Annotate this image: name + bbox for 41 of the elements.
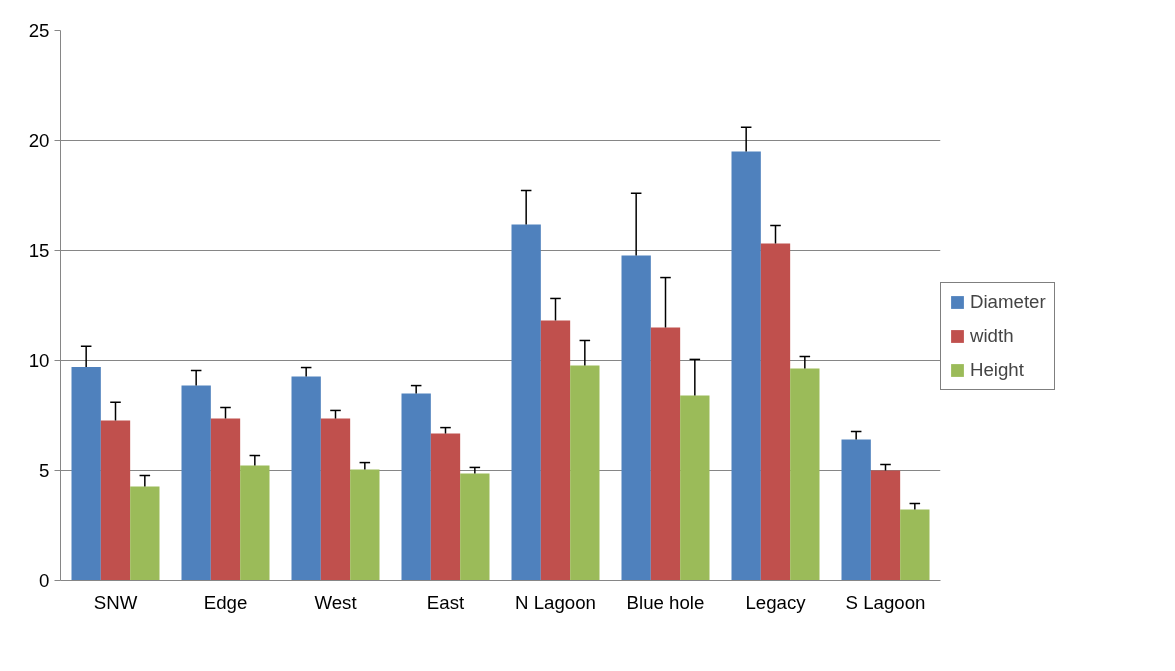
bar [291, 376, 321, 581]
x-tick-label: Blue hole [626, 591, 705, 613]
y-tick-label: 25 [28, 20, 50, 41]
bar [430, 433, 461, 581]
bar [130, 486, 160, 581]
y-tick-label: 10 [28, 350, 50, 371]
x-tick-label: S Lagoon [845, 591, 926, 613]
bar [570, 365, 600, 581]
x-tick-label: West [314, 591, 358, 613]
x-tick-label: N Lagoon [515, 591, 596, 613]
bar [900, 509, 930, 581]
bar [350, 469, 380, 581]
bar [100, 420, 131, 581]
bar [540, 320, 571, 581]
bar [320, 418, 351, 581]
bar [870, 470, 901, 581]
legend-label: Diameter [970, 291, 1046, 313]
bar [760, 243, 791, 581]
y-tick-label: 5 [39, 460, 50, 481]
bar [841, 439, 871, 581]
x-tick-label: Edge [203, 591, 248, 613]
bar [790, 368, 820, 581]
bar [71, 367, 101, 581]
bar [731, 151, 761, 581]
legend-label: Height [970, 359, 1024, 381]
bar [460, 473, 490, 581]
bar [680, 395, 710, 581]
bar [181, 385, 211, 581]
y-tick-label: 15 [28, 240, 50, 261]
x-tick-label: East [426, 591, 465, 613]
y-tick-label: 20 [28, 130, 50, 151]
bar [240, 465, 270, 581]
bar [650, 327, 681, 581]
x-tick-label: SNW [93, 591, 138, 613]
legend-label: width [970, 325, 1014, 347]
bar [401, 393, 431, 581]
bar [621, 255, 651, 581]
bar [511, 224, 541, 581]
y-tick-label: 0 [39, 570, 50, 591]
x-tick-label: Legacy [745, 591, 807, 613]
bar [210, 418, 241, 581]
